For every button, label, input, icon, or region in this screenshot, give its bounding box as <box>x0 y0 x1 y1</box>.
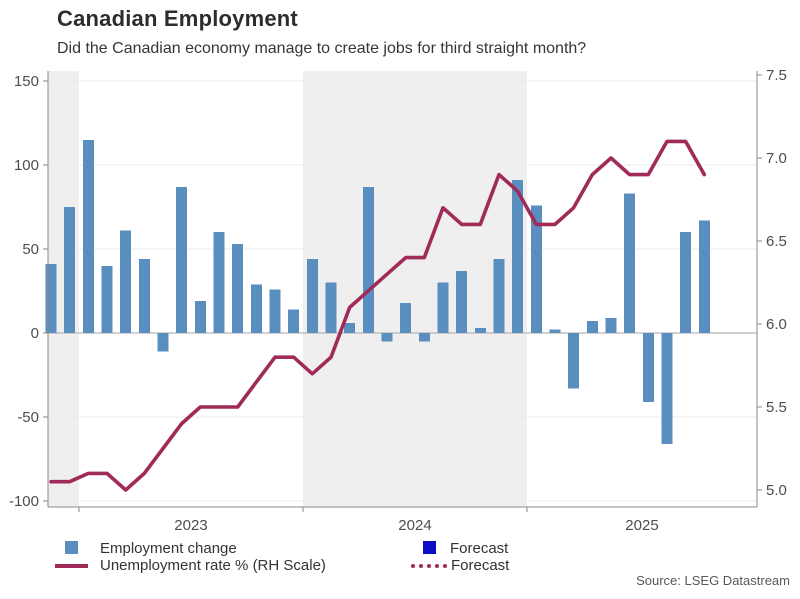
right-axis-tick-label: 5.5 <box>766 399 787 416</box>
bar-dec-2022 <box>64 207 76 333</box>
year-label: 2024 <box>398 517 431 534</box>
bar-oct-2023 <box>250 284 262 333</box>
bar-jul-2025 <box>642 333 654 402</box>
bar-may-2023 <box>157 333 169 352</box>
bar-oct-2024 <box>474 327 486 333</box>
unemployment-line-swatch-icon <box>55 564 88 568</box>
legend-label: Forecast <box>451 557 510 574</box>
right-axis-tick-label: 6.5 <box>766 233 787 250</box>
bar-dec-2023 <box>288 309 300 333</box>
bar-feb-2023 <box>101 265 113 333</box>
bar-mar-2024 <box>344 322 356 333</box>
right-axis-tick-label: 6.0 <box>766 316 787 333</box>
bar-mar-2025 <box>568 333 580 389</box>
bar-sep-2023 <box>232 243 244 333</box>
bar-jul-2023 <box>194 301 206 333</box>
bar-nov-2022 <box>45 264 57 333</box>
bar-jan-2025 <box>530 205 542 333</box>
legend-item-employment-change: Employment change <box>65 540 237 557</box>
bar-aug-2025 <box>661 333 673 444</box>
year-label: 2025 <box>625 517 658 534</box>
employment-change-swatch-icon <box>65 541 78 554</box>
bar-oct-2025 <box>698 220 710 333</box>
bar-apr-2023 <box>138 259 150 333</box>
legend-label: Forecast <box>450 540 509 557</box>
bar-feb-2025 <box>549 329 561 333</box>
legend-item-forecast-bar: Forecast <box>423 540 508 557</box>
legend-label: Unemployment rate % (RH Scale) <box>100 557 326 574</box>
bar-jul-2024 <box>418 333 430 342</box>
bar-aug-2023 <box>213 232 225 333</box>
bar-dec-2024 <box>512 180 524 333</box>
left-axis-tick-label: -100 <box>9 493 39 510</box>
bar-feb-2024 <box>325 282 337 333</box>
left-axis-tick-label: -50 <box>17 409 39 426</box>
bar-jan-2023 <box>82 139 94 333</box>
forecast-line-swatch-icon <box>411 564 447 568</box>
chart-subtitle: Did the Canadian economy manage to creat… <box>57 40 587 57</box>
unemployment-rate-line <box>49 139 707 492</box>
bar-nov-2023 <box>269 289 281 333</box>
left-axis-tick-label: 0 <box>31 325 39 342</box>
bar-jun-2025 <box>624 193 636 333</box>
bar-sep-2024 <box>456 270 468 333</box>
bar-nov-2024 <box>493 259 505 333</box>
left-axis-tick-label: 100 <box>14 157 39 174</box>
bar-may-2025 <box>605 317 617 333</box>
source-attribution: Source: LSEG Datastream <box>636 573 790 588</box>
bar-jun-2023 <box>176 186 188 333</box>
page-title: Canadian Employment <box>57 6 298 31</box>
bar-mar-2023 <box>120 230 132 333</box>
legend-label: Employment change <box>100 540 237 557</box>
right-axis-tick-label: 5.0 <box>766 482 787 499</box>
bar-jun-2024 <box>400 302 412 333</box>
forecast-bar-swatch-icon <box>423 541 436 554</box>
bar-apr-2024 <box>362 186 374 333</box>
year-shading-band <box>302 71 527 507</box>
bar-jan-2024 <box>306 259 318 333</box>
bar-apr-2025 <box>586 321 598 333</box>
legend-item-unemployment-rate: Unemployment rate % (RH Scale) <box>55 557 326 574</box>
bar-aug-2024 <box>437 282 449 333</box>
legend-item-forecast-line: Forecast <box>411 557 509 574</box>
right-axis-tick-label: 7.0 <box>766 150 787 167</box>
bar-may-2024 <box>381 333 393 342</box>
bar-sep-2025 <box>680 232 692 333</box>
left-axis-tick-label: 50 <box>22 241 39 258</box>
year-label: 2023 <box>174 517 207 534</box>
right-axis-tick-label: 7.5 <box>766 67 787 84</box>
left-axis-tick-label: 150 <box>14 73 39 90</box>
